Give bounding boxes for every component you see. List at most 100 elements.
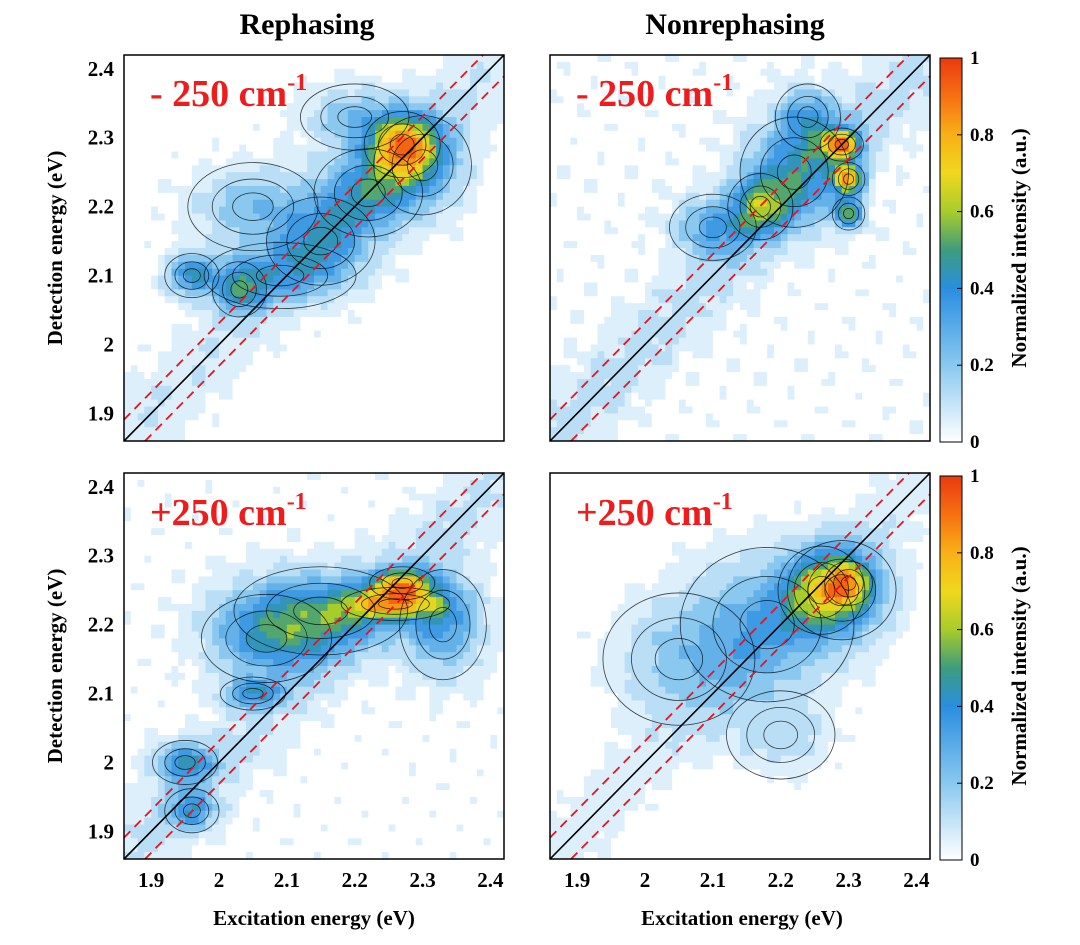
heatmap-cell	[678, 68, 687, 77]
heatmap-cell	[760, 268, 768, 277]
heatmap-cell	[746, 392, 755, 401]
heatmap-cell	[563, 179, 571, 187]
heatmap-cell	[624, 296, 633, 304]
heatmap-cell	[314, 385, 322, 394]
heatmap-cell	[347, 378, 356, 387]
heatmap-cell	[611, 420, 619, 428]
heatmap-cell	[314, 185, 322, 194]
heatmap-cell	[293, 365, 302, 373]
heatmap-cell	[611, 413, 619, 421]
heatmap-cell	[137, 323, 145, 332]
heatmap-cell	[422, 151, 430, 159]
heatmap-cell	[402, 241, 410, 249]
heatmap-cell	[409, 117, 417, 125]
heatmap-cell	[645, 427, 653, 435]
heatmap-cell	[157, 61, 166, 70]
heatmap-cell	[341, 330, 349, 339]
heatmap-cell	[611, 55, 619, 63]
heatmap-cell	[415, 213, 424, 222]
heatmap-cell	[151, 372, 159, 380]
heatmap-cell	[280, 378, 288, 387]
heatmap-cell	[665, 165, 673, 173]
heatmap-cell	[483, 254, 492, 263]
heatmap-cell	[617, 413, 626, 421]
heatmap-cell	[137, 96, 145, 104]
heatmap-cell	[252, 199, 261, 208]
heatmap-cell	[470, 213, 478, 222]
heatmap-cell	[645, 248, 653, 256]
heatmap-cell	[665, 103, 673, 111]
heatmap-cell	[645, 282, 653, 290]
heatmap-cell	[712, 185, 721, 194]
heatmap-cell	[645, 351, 653, 359]
heatmap-cell	[483, 185, 492, 194]
heatmap-cell	[381, 406, 390, 415]
heatmap-cell	[320, 68, 329, 77]
heatmap-cell	[198, 261, 207, 270]
heatmap-cell	[280, 158, 288, 166]
heatmap-cell	[368, 55, 376, 63]
heatmap-cell	[225, 158, 234, 166]
heatmap-cell	[232, 117, 240, 125]
heatmap-cell	[395, 289, 403, 297]
heatmap-cell	[597, 248, 605, 256]
heatmap-cell	[767, 199, 775, 208]
heatmap-cell	[767, 144, 775, 153]
heatmap-cell	[409, 179, 417, 187]
heatmap-cell	[483, 392, 492, 401]
heatmap-cell	[368, 227, 376, 235]
heatmap-cell	[658, 261, 666, 270]
heatmap-cell	[347, 351, 356, 359]
heatmap-cell	[198, 323, 207, 332]
heatmap-cell	[293, 254, 302, 263]
heatmap-cell	[341, 206, 349, 215]
heatmap-cell	[314, 268, 322, 277]
heatmap-cell	[212, 206, 220, 215]
heatmap-cell	[665, 289, 673, 297]
heatmap-cell	[497, 413, 504, 421]
heatmap-cell	[151, 358, 159, 366]
heatmap-cell	[712, 130, 721, 139]
heatmap-cell	[341, 427, 349, 435]
heatmap-cell	[409, 130, 417, 139]
heatmap-cell	[470, 151, 478, 159]
heatmap-cell	[178, 103, 186, 111]
heatmap-cell	[590, 75, 599, 84]
heatmap-cell	[456, 420, 464, 428]
heatmap-cell	[280, 241, 288, 249]
heatmap-cell	[130, 227, 139, 235]
heatmap-cell	[658, 427, 666, 435]
heatmap-cell	[740, 199, 748, 208]
heatmap-cell	[252, 351, 261, 359]
heatmap-cell	[191, 110, 200, 118]
heatmap-cell	[178, 310, 186, 318]
heatmap-cell	[456, 310, 464, 318]
heatmap-cell	[341, 392, 349, 401]
heatmap-cell	[266, 179, 274, 187]
heatmap-cell	[733, 385, 741, 394]
heatmap-cell	[124, 103, 132, 111]
heatmap-cell	[692, 158, 700, 166]
heatmap-cell	[651, 89, 660, 97]
heatmap-cell	[631, 75, 639, 84]
heatmap-cell	[692, 179, 700, 187]
heatmap-cell	[740, 316, 748, 325]
heatmap-cell	[577, 241, 585, 249]
heatmap-cell	[767, 61, 775, 70]
heatmap-cell	[563, 310, 571, 318]
heatmap-cell	[388, 241, 397, 249]
heatmap-cell	[645, 392, 653, 401]
heatmap-cell	[476, 248, 485, 256]
heatmap-cell	[476, 303, 485, 311]
heatmap-cell	[124, 179, 132, 187]
heatmap-cell	[293, 378, 302, 387]
heatmap-cell	[456, 392, 464, 401]
heatmap-cell	[463, 234, 471, 242]
heatmap-cell	[320, 316, 329, 325]
heatmap-cell	[719, 103, 728, 111]
heatmap-cell	[672, 55, 680, 63]
heatmap-cell	[760, 310, 768, 318]
heatmap-cell	[185, 399, 193, 408]
heatmap-cell	[130, 192, 139, 201]
heatmap-cell	[746, 158, 755, 166]
